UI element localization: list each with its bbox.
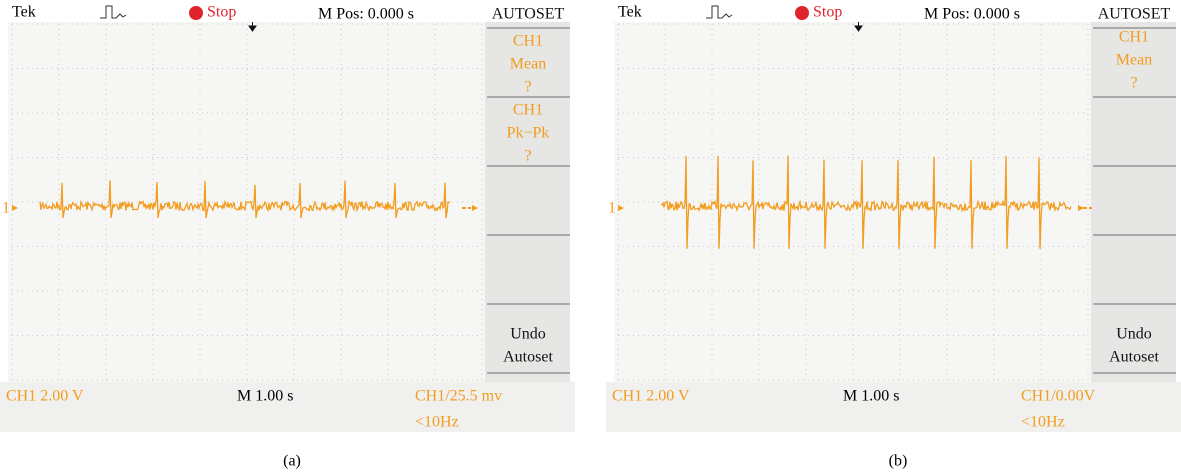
vertical-scale: CH1 2.00 V <box>612 388 690 405</box>
menu-item: AUTOSET <box>492 6 565 23</box>
trigger-frequency: <10Hz <box>1021 414 1065 431</box>
figure: Tek Stop M Pos: 0.000 s 1 AUTOSET CH1 Mean? CH1… <box>0 0 1181 472</box>
menu-item: CH1 <box>513 102 543 119</box>
menu-item: Autoset <box>503 349 553 366</box>
vertical-scale: CH1 2.00 V <box>6 388 84 405</box>
trigger-frequency: <10Hz <box>415 414 459 431</box>
trigger-icon <box>706 6 732 18</box>
menu-item: Undo <box>1116 326 1152 343</box>
menu-item: Pk−Pk <box>507 125 550 142</box>
trigger-setting: CH1/25.5 mv <box>415 388 502 405</box>
brand: Tek <box>618 4 642 21</box>
menu-item: Autoset <box>1109 349 1159 366</box>
timebase: M 1.00 s <box>843 388 899 405</box>
trigger-icon <box>100 6 126 18</box>
timebase: M 1.00 s <box>237 388 293 405</box>
menu-item: AUTOSET <box>1098 6 1171 23</box>
scope-panel: Tek Stop M Pos: 0.000 s 1 AUTOSET CH1 Mean? CH1… <box>0 4 575 470</box>
menu-item: ? <box>524 148 531 165</box>
brand: Tek <box>12 4 36 21</box>
run-status: Stop <box>813 4 842 21</box>
menu-item: Mean <box>510 56 546 73</box>
stop-indicator <box>189 6 203 20</box>
menu-item: CH1 <box>1119 29 1149 46</box>
menu-item: CH1 <box>513 33 543 50</box>
run-status: Stop <box>207 4 236 21</box>
scope-panel: Tek Stop M Pos: 0.000 s 1 AUTOSET CH1 Mean? Und… <box>606 4 1181 470</box>
horizontal-position: M Pos: 0.000 s <box>924 6 1020 23</box>
caption: (b) <box>889 453 908 470</box>
caption: (a) <box>283 453 301 470</box>
menu-item: ? <box>524 79 531 96</box>
channel-marker: 1 <box>608 200 616 217</box>
menu-item: ? <box>1130 75 1137 92</box>
horizontal-position: M Pos: 0.000 s <box>318 6 414 23</box>
menu-item: Undo <box>510 326 546 343</box>
menu-item: Mean <box>1116 52 1152 69</box>
stop-indicator <box>795 6 809 20</box>
trigger-setting: CH1/0.00V <box>1021 388 1096 405</box>
channel-marker: 1 <box>2 200 10 217</box>
